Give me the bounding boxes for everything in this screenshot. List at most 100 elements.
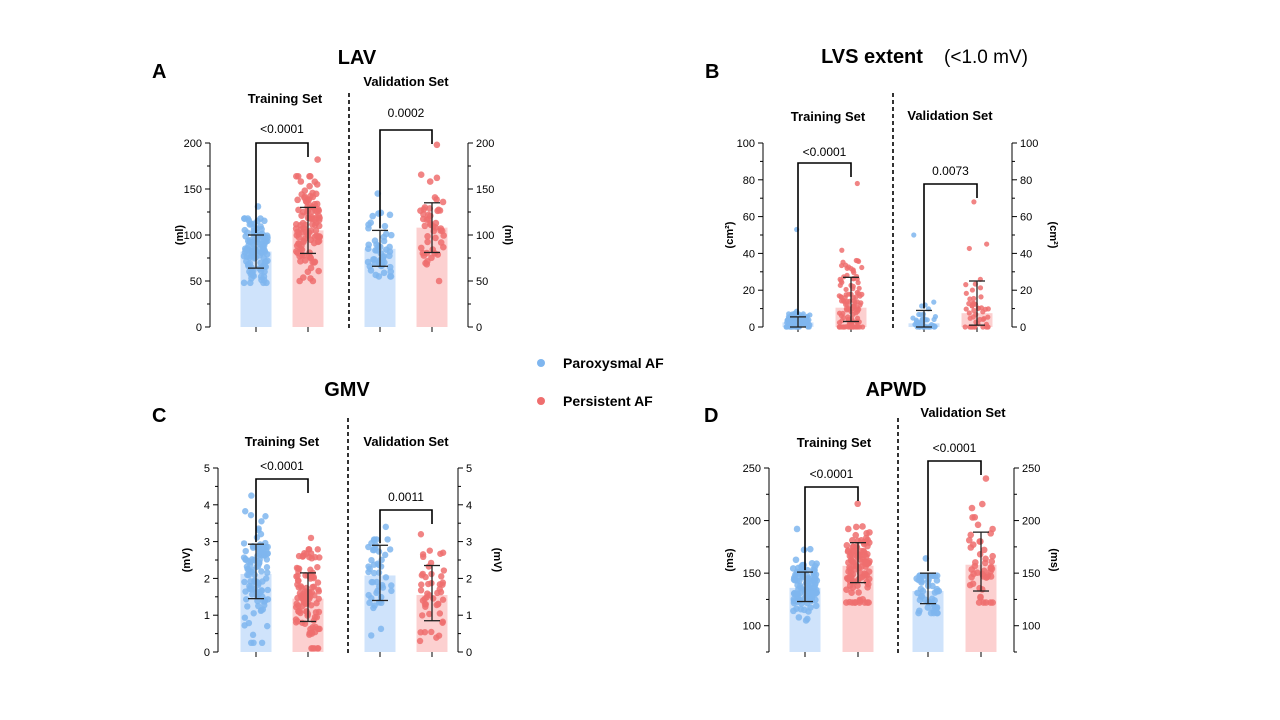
panel-b-data-point bbox=[797, 321, 803, 327]
panel-a-data-point bbox=[380, 233, 388, 241]
panel-c-data-point bbox=[302, 572, 309, 579]
panel-b-data-point bbox=[919, 303, 925, 309]
panel-c-data-point bbox=[417, 587, 425, 594]
panel-a-data-point bbox=[297, 178, 305, 185]
panel-a-data-point bbox=[307, 173, 314, 180]
panel-c-significance-bracket bbox=[255, 478, 309, 543]
panel-d-data-point bbox=[865, 575, 873, 583]
panel-d-data-point bbox=[982, 599, 990, 606]
panel-d-data-point bbox=[919, 587, 927, 595]
panel-a-data-point bbox=[380, 269, 388, 277]
panel-b-data-point bbox=[856, 285, 862, 291]
panel-c-data-point bbox=[255, 602, 262, 610]
panel-a-data-point bbox=[373, 247, 381, 254]
panel-c-data-point bbox=[309, 583, 316, 591]
panel-d-data-point bbox=[845, 559, 852, 566]
panel-a-data-point bbox=[297, 257, 304, 265]
panel-d-data-point bbox=[848, 589, 855, 596]
panel-a-ytick-label-left: 200 bbox=[184, 138, 202, 150]
panel-c-data-point bbox=[365, 563, 372, 570]
panel-c-data-point bbox=[378, 599, 385, 607]
panel-a-data-point bbox=[263, 250, 271, 258]
panel-b-data-point bbox=[969, 287, 976, 293]
panel-b-data-point bbox=[971, 199, 977, 205]
panel-a-data-point bbox=[311, 258, 319, 266]
panel-a-data-point bbox=[381, 222, 389, 230]
panel-c-ytick-label-right: 4 bbox=[466, 500, 472, 512]
panel-d-data-point bbox=[849, 559, 857, 566]
panel-c-data-point bbox=[240, 540, 248, 547]
panel-c-data-point bbox=[439, 619, 446, 626]
panel-letter-b: B bbox=[705, 61, 719, 83]
panel-letter-d: D bbox=[704, 405, 718, 427]
panel-c-data-point bbox=[258, 587, 265, 595]
panel-c-data-point bbox=[301, 549, 308, 557]
panel-b-data-point bbox=[842, 262, 849, 268]
panel-letter-a: A bbox=[152, 61, 166, 83]
panel-a-ytick-label-left: 150 bbox=[184, 184, 202, 196]
panel-b-data-point bbox=[845, 314, 851, 320]
panel-d-data-point bbox=[856, 597, 864, 605]
panel-b-data-point bbox=[984, 241, 990, 247]
panel-c-data-point bbox=[241, 578, 248, 586]
panel-a-data-point bbox=[263, 232, 271, 239]
panel-b-data-point bbox=[840, 314, 847, 321]
panel-b-ytick-label-left: 0 bbox=[749, 322, 755, 334]
panel-a-p-value: <0.0001 bbox=[260, 122, 304, 136]
panel-c-data-point bbox=[241, 614, 249, 621]
panel-a-data-point bbox=[294, 196, 301, 204]
panel-b-data-point bbox=[843, 286, 849, 293]
panel-c-ytick-label-right: 5 bbox=[466, 463, 472, 475]
panel-c-data-point bbox=[264, 622, 271, 630]
panel-c-data-point bbox=[308, 602, 315, 609]
panel-b-data-point bbox=[853, 294, 859, 300]
panel-a-ytick-label-right: 100 bbox=[476, 230, 494, 242]
panel-c-data-point bbox=[388, 582, 395, 589]
panel-a-ylabel-right: (ml) bbox=[502, 225, 514, 246]
panel-c-data-point bbox=[365, 568, 372, 576]
panel-c-data-point bbox=[247, 511, 255, 519]
panel-a-data-point bbox=[431, 194, 439, 201]
panel-d-data-point bbox=[933, 609, 941, 617]
panel-a-data-point bbox=[439, 243, 447, 251]
panel-d-data-point bbox=[854, 500, 861, 508]
panel-a-data-point bbox=[387, 231, 395, 239]
panel-a-data-point bbox=[439, 198, 447, 206]
panel-c-data-point bbox=[434, 589, 441, 597]
panel-c-data-point bbox=[315, 595, 322, 602]
panel-c-data-point bbox=[370, 536, 378, 544]
panel-c-data-point bbox=[370, 569, 378, 577]
panel-d-data-point bbox=[797, 582, 804, 590]
panel-a-data-point bbox=[367, 267, 375, 274]
panel-d-ytick-label-left: 150 bbox=[743, 568, 761, 580]
panel-c-data-point bbox=[435, 600, 442, 607]
panel-a-data-point bbox=[386, 252, 393, 260]
panel-d-data-point bbox=[852, 523, 860, 531]
panel-a-data-point bbox=[311, 216, 319, 223]
panel-a-data-point bbox=[386, 211, 394, 219]
panel-a-ytick-label-right: 50 bbox=[476, 276, 488, 288]
panel-a-data-point bbox=[295, 240, 302, 247]
legend-marker-persistent bbox=[537, 397, 545, 405]
panel-d-data-point bbox=[977, 593, 984, 601]
panel-d-data-point bbox=[970, 570, 977, 578]
panel-c-data-point bbox=[388, 587, 395, 595]
panel-a-data-point bbox=[257, 215, 264, 222]
panel-d-data-point bbox=[860, 548, 868, 556]
panel-d-ylabel-left: (ms) bbox=[724, 548, 736, 572]
panel-d-data-point bbox=[965, 536, 973, 544]
panel-b-p-value: 0.0073 bbox=[932, 164, 969, 178]
panel-b-data-point bbox=[836, 324, 842, 330]
panel-a-data-point bbox=[423, 260, 431, 268]
panel-b-data-point bbox=[913, 317, 919, 323]
panel-d-ytick-label-right: 200 bbox=[1022, 516, 1040, 528]
panel-c-data-point bbox=[301, 620, 309, 627]
panel-c-data-point bbox=[262, 513, 269, 520]
panel-c-ytick-label-right: 0 bbox=[466, 647, 472, 659]
panel-letter-c: C bbox=[152, 405, 166, 427]
panel-d-data-point bbox=[978, 586, 986, 593]
panel-b-data-point bbox=[840, 310, 846, 316]
panel-d-set-label: Training Set bbox=[797, 435, 872, 450]
panel-c-data-point bbox=[314, 563, 321, 571]
panel-b-data-point bbox=[977, 316, 983, 323]
